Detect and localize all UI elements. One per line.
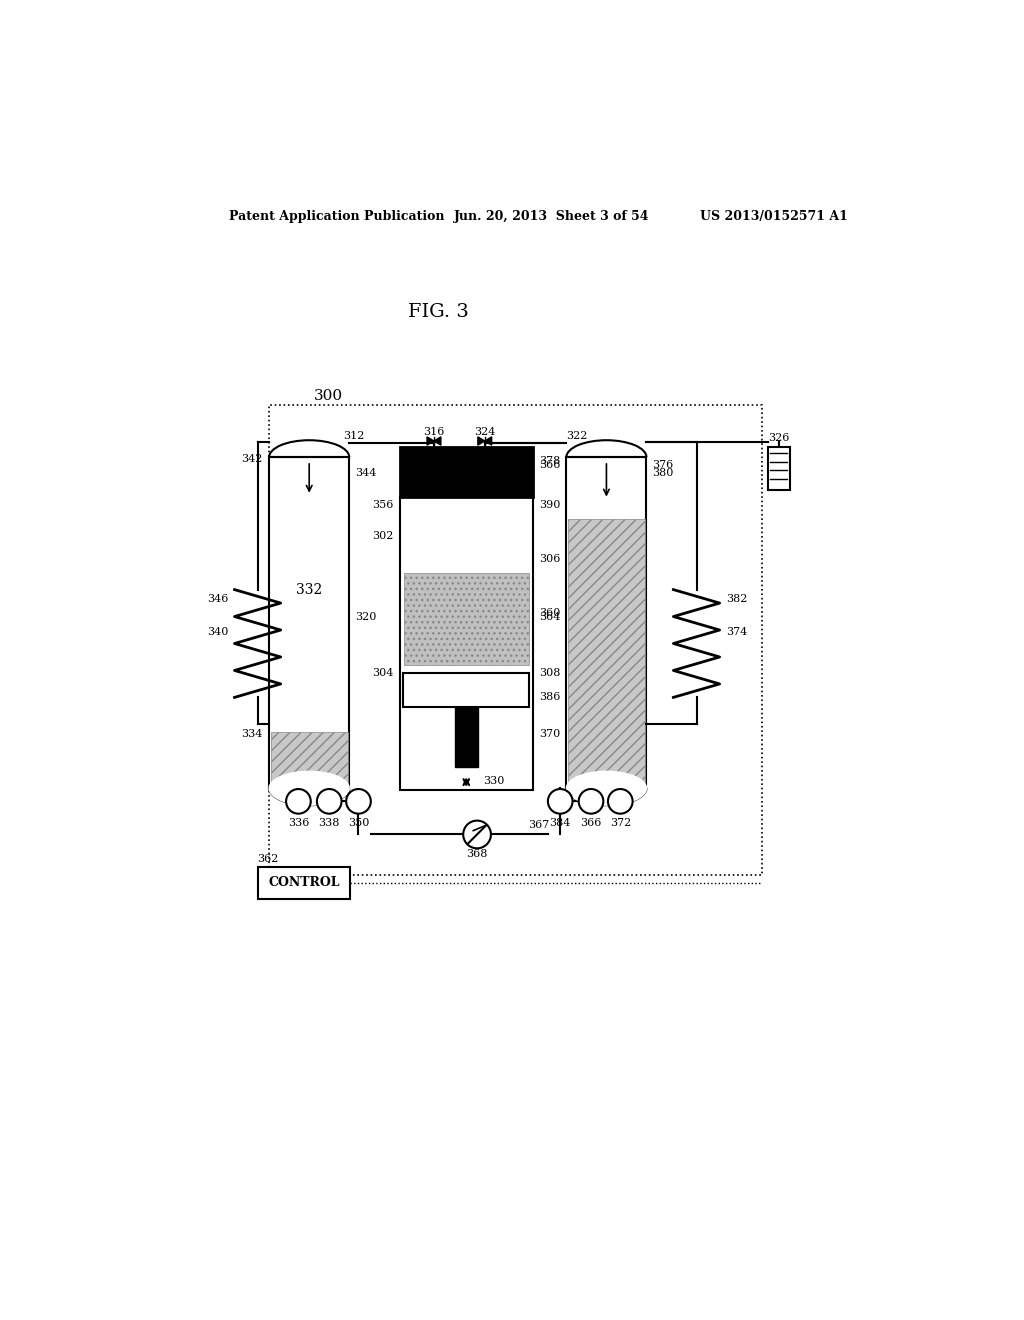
Text: 374: 374 [726,627,748,638]
Text: 370: 370 [539,730,560,739]
Text: 350: 350 [348,818,370,828]
Polygon shape [427,437,434,445]
Text: 356: 356 [373,500,394,510]
Text: 362: 362 [258,854,279,865]
Text: 364: 364 [539,611,560,622]
Text: 332: 332 [296,582,323,597]
Bar [400,498,532,789]
Text: 384: 384 [550,818,571,828]
Text: 344: 344 [355,467,377,478]
Text: 360: 360 [539,607,560,618]
Text: 378: 378 [539,455,560,466]
Text: 322: 322 [566,430,588,441]
Text: 326: 326 [768,433,790,444]
Text: 340: 340 [207,627,228,638]
Ellipse shape [566,771,646,805]
Text: 338: 338 [318,818,340,828]
Text: 316: 316 [423,426,444,437]
Text: FIG. 3: FIG. 3 [409,304,469,321]
Text: 306: 306 [539,554,560,564]
Bar [269,457,349,788]
Text: 390: 390 [539,500,560,510]
Text: 312: 312 [343,430,365,441]
Circle shape [286,789,310,813]
Polygon shape [484,469,492,477]
Bar [403,673,529,706]
Polygon shape [478,469,484,477]
Text: 300: 300 [313,388,343,403]
Text: Jun. 20, 2013  Sheet 3 of 54: Jun. 20, 2013 Sheet 3 of 54 [454,210,649,223]
Bar [768,447,790,490]
Bar [269,405,762,875]
Polygon shape [484,437,492,445]
Text: CONTROL: CONTROL [268,876,340,890]
Text: 304: 304 [373,668,394,677]
Text: 342: 342 [242,454,263,463]
Bar [270,733,348,788]
Bar [455,706,478,767]
Text: 366: 366 [581,818,602,828]
Circle shape [463,821,490,849]
Text: 382: 382 [726,594,748,603]
Bar [400,447,532,498]
Text: 330: 330 [483,776,505,785]
Bar [258,867,350,899]
Bar [566,457,646,788]
Circle shape [316,789,342,813]
Text: 324: 324 [474,426,496,437]
Text: 380: 380 [652,467,674,478]
Text: 334: 334 [242,730,263,739]
Polygon shape [478,437,484,445]
Polygon shape [434,469,441,477]
Text: 372: 372 [609,818,631,828]
Circle shape [346,789,371,813]
Circle shape [548,789,572,813]
Text: 368: 368 [466,849,487,859]
Text: 302: 302 [373,531,394,541]
Text: 386: 386 [539,693,560,702]
Polygon shape [434,437,441,445]
Text: 367: 367 [528,820,549,830]
Circle shape [608,789,633,813]
Text: 336: 336 [288,818,309,828]
Text: 388: 388 [499,471,520,480]
Text: 308: 308 [539,668,560,677]
Circle shape [579,789,603,813]
Bar [403,573,528,665]
Text: 346: 346 [207,594,228,603]
Text: Patent Application Publication: Patent Application Publication [229,210,444,223]
Text: 354: 354 [398,471,420,480]
Ellipse shape [269,771,349,805]
Bar [568,519,645,788]
Text: 320: 320 [355,611,377,622]
Text: 376: 376 [652,459,674,470]
Text: US 2013/0152571 A1: US 2013/0152571 A1 [700,210,848,223]
Text: 366: 366 [539,459,560,470]
Polygon shape [427,469,434,477]
